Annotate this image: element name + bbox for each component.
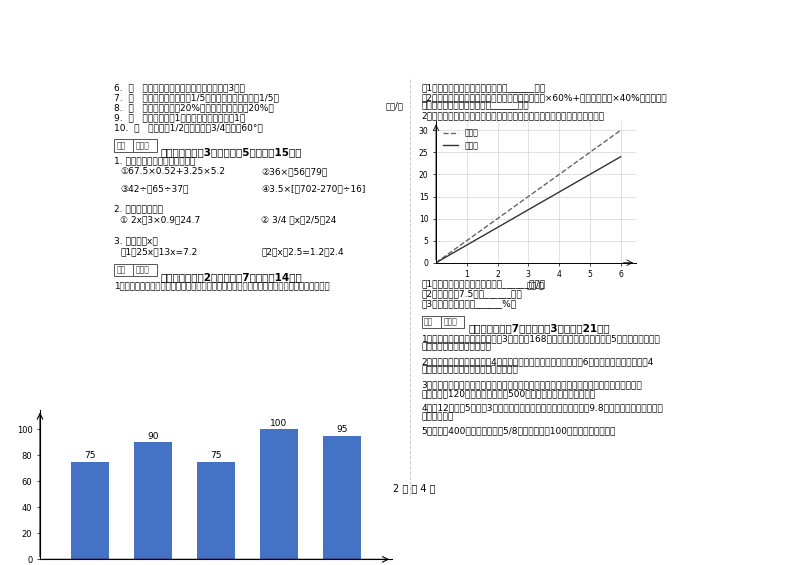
降价前	[585, 149, 594, 156]
Text: 多少平方米？: 多少平方米？	[422, 412, 454, 421]
降价前	[523, 193, 533, 200]
Text: 得分: 得分	[424, 318, 434, 326]
降价前	[554, 171, 564, 178]
Text: 8.  （   ）甲数比乙数少20%，那么乙数比甲数多20%。: 8. （ ）甲数比乙数少20%，那么乙数比甲数多20%。	[114, 103, 274, 112]
Text: 75: 75	[210, 451, 222, 460]
Text: 2、图象表示一种彩带降价前后的长度与总价的关系，请根据图中信息填空。: 2、图象表示一种彩带降价前后的长度与总价的关系，请根据图中信息填空。	[422, 112, 605, 121]
Bar	[422, 316, 464, 328]
Text: （2）降价前买7.5米需______元。: （2）降价前买7.5米需______元。	[422, 289, 522, 298]
Text: 2、一件工程，要求师徒二人4小时合作完成，若使弟单独做，需要6小时完成，那么，师傅在4: 2、一件工程，要求师徒二人4小时合作完成，若使弟单独做，需要6小时完成，那么，师…	[422, 357, 654, 366]
Text: （2）x：2.5=1.2：2.4: （2）x：2.5=1.2：2.4	[262, 247, 344, 256]
Text: 7.  （   ）如果甲数比乙数多1/5，那么乙数就比甲数少1/5。: 7. （ ）如果甲数比乙数多1/5，那么乙数就比甲数少1/5。	[114, 93, 279, 102]
降价后	[493, 224, 502, 231]
Text: 评卷人: 评卷人	[135, 141, 150, 150]
Text: 小时之内需要完成这件工程的几分之几？: 小时之内需要完成这件工程的几分之几？	[422, 366, 518, 375]
Bar	[114, 140, 157, 152]
Text: （1）王平四次平时成绩的平均分是______分。: （1）王平四次平时成绩的平均分是______分。	[422, 83, 546, 92]
降价后	[462, 242, 471, 249]
降价后	[616, 153, 626, 160]
Text: 得分: 得分	[116, 266, 126, 275]
降价前	[431, 259, 441, 266]
Text: （2）数学学期成绩是这样算的：平时成绩的平均分×60%+期末测验成绩×40%，王平六年: （2）数学学期成绩是这样算的：平时成绩的平均分×60%+期末测验成绩×40%，王…	[422, 93, 667, 102]
Text: 5、一堆沙400吨，第一天运走5/8，第二天运走100吨，还剩下多少吨？: 5、一堆沙400吨，第一天运走5/8，第二天运走100吨，还剩下多少吨？	[422, 427, 616, 436]
Text: 四、计算题（共3小题，每题5分，共计15分）: 四、计算题（共3小题，每题5分，共计15分）	[161, 147, 302, 157]
Text: 3、春节商场购物狂欢，所有消纸围一律八折销售。李阿姨要买一件羽绒服，导购员告诉她现: 3、春节商场购物狂欢，所有消纸围一律八折销售。李阿姨要买一件羽绒服，导购员告诉她…	[422, 380, 642, 389]
Text: （1）25x－13x=7.2: （1）25x－13x=7.2	[120, 247, 198, 256]
Text: 3. 求未知数x。: 3. 求未知数x。	[114, 236, 158, 245]
Text: 75: 75	[85, 451, 96, 460]
降价前	[462, 237, 471, 244]
Text: 级第一学期的数学学期成绩是______分。: 级第一学期的数学学期成绩是______分。	[422, 101, 530, 110]
Text: ②36×（56＋79）: ②36×（56＋79）	[262, 167, 327, 176]
Text: 总价/元: 总价/元	[386, 101, 404, 110]
Text: 1、一辆汽车从甲地开往乙地，前3小时行了168千米，照这样的速度又行了5小时，正好到达乙: 1、一辆汽车从甲地开往乙地，前3小时行了168千米，照这样的速度又行了5小时，正…	[422, 334, 660, 343]
Text: 2. 解方程或比例。: 2. 解方程或比例。	[114, 204, 163, 213]
Text: （1）降价前后，长度与总价都成______比例。: （1）降价前后，长度与总价都成______比例。	[422, 280, 546, 289]
Text: 100: 100	[270, 419, 287, 428]
降价后	[523, 206, 533, 213]
X-axis label: 长度/米: 长度/米	[527, 281, 545, 290]
Text: 1、如图是王平六年级第一学期四次数学平时成绩和数学期末测试成绩统计图，请根据图填空：: 1、如图是王平六年级第一学期四次数学平时成绩和数学期末测试成绩统计图，请根据图填…	[114, 281, 330, 290]
Text: 6.  （   ）底相同的圆柱的体积是圆锥体积的3倍。: 6. （ ）底相同的圆柱的体积是圆锥体积的3倍。	[114, 83, 245, 92]
Line: 降价后: 降价后	[436, 157, 621, 263]
Text: 10.  （   ）圆角的1/2减去平角的3/4，差是60°。: 10. （ ）圆角的1/2减去平角的3/4，差是60°。	[114, 123, 262, 132]
Legend: 降价前, 降价后: 降价前, 降价后	[440, 125, 481, 153]
Text: （3）这种彩带降价了______%。: （3）这种彩带降价了______%。	[422, 299, 517, 308]
降价后	[431, 259, 441, 266]
Bar	[134, 442, 172, 559]
Bar	[71, 462, 109, 559]
Text: 95: 95	[336, 425, 347, 434]
Bar	[323, 436, 361, 559]
Text: 1. 脱式计算，能简算的要简算。: 1. 脱式计算，能简算的要简算。	[114, 157, 195, 166]
Text: 第 2 页 共 4 页: 第 2 页 共 4 页	[384, 484, 436, 494]
Text: 90: 90	[147, 432, 159, 441]
Text: 9.  （   ）任何不小于1的数，它的倒数都小于1。: 9. （ ）任何不小于1的数，它的倒数都小于1。	[114, 113, 245, 122]
Text: ② 3/4 ：x＝2/5：24: ② 3/4 ：x＝2/5：24	[262, 215, 337, 224]
Bar	[197, 462, 235, 559]
Text: 得分: 得分	[116, 141, 126, 150]
Text: 4、长12米、宽5米、高3米的教室，抹上石灰，扣除门窗黑板面积9.8平方米，抹石灰的面积有: 4、长12米、宽5米、高3米的教室，抹上石灰，扣除门窗黑板面积9.8平方米，抹石…	[422, 403, 663, 412]
降价后	[585, 171, 594, 178]
Bar	[260, 429, 298, 559]
降价前	[616, 127, 626, 134]
Text: ③42÷（65÷37）: ③42÷（65÷37）	[120, 184, 189, 193]
Bar	[114, 264, 157, 276]
Text: 地。甲乙两地相距多少千米？: 地。甲乙两地相距多少千米？	[422, 343, 491, 351]
Text: ④3.5×[（702-270）÷16]: ④3.5×[（702-270）÷16]	[262, 184, 366, 193]
Text: 五、综合题（共2小题，每题7分，共计14分）: 五、综合题（共2小题，每题7分，共计14分）	[161, 272, 302, 282]
Text: 六、应用题（共7小题，每题3分，共计21分）: 六、应用题（共7小题，每题3分，共计21分）	[468, 323, 610, 333]
Text: ① 2x＋3×0.9＝24.7: ① 2x＋3×0.9＝24.7	[120, 215, 200, 224]
Text: 评卷人: 评卷人	[443, 318, 457, 326]
Line: 降价前: 降价前	[436, 131, 621, 263]
降价后	[554, 189, 564, 195]
降价前	[493, 215, 502, 222]
Text: 在实惠便宜120元。请问李阿姨带500元，够吗？请说出你的理由。: 在实惠便宜120元。请问李阿姨带500元，够吗？请说出你的理由。	[422, 389, 596, 398]
Text: 评卷人: 评卷人	[135, 266, 150, 275]
Text: ①67.5×0.52+3.25×5.2: ①67.5×0.52+3.25×5.2	[120, 167, 225, 176]
